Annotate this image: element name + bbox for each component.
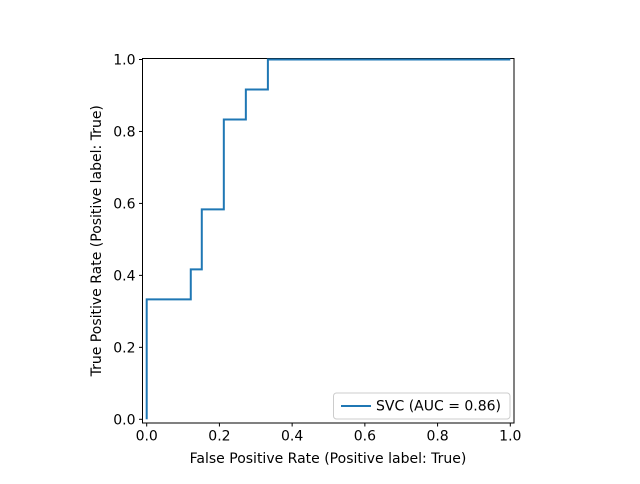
x-tick-label: 0.8	[426, 429, 448, 445]
x-tick-label: 1.0	[499, 429, 521, 445]
x-tick-label: 0.0	[136, 429, 158, 445]
x-tick-label: 0.6	[354, 429, 376, 445]
y-tick-label: 0.2	[113, 340, 135, 356]
x-tick-label: 0.2	[208, 429, 230, 445]
y-axis-label: True Positive Rate (Positive label: True…	[89, 105, 105, 377]
legend-box	[333, 392, 511, 420]
y-tick-label: 1.0	[113, 53, 135, 69]
roc-curve-line	[145, 58, 511, 420]
y-tick-label: 0.0	[113, 412, 135, 428]
x-axis-label: False Positive Rate (Positive label: Tru…	[190, 451, 467, 467]
x-tick-label: 0.4	[281, 429, 303, 445]
y-axis-ticks: 0.0 0.2 0.4 0.6 0.8 1.0	[113, 53, 143, 428]
legend: SVC (AUC = 0.86)	[333, 392, 511, 420]
y-tick-label: 0.8	[113, 124, 135, 140]
x-axis-ticks: 0.0 0.2 0.4 0.6 0.8 1.0	[136, 423, 521, 445]
y-tick-label: 0.4	[113, 268, 135, 284]
axes-frame	[142, 58, 515, 424]
y-tick-label: 0.6	[113, 196, 135, 212]
roc-curve-series	[145, 58, 511, 420]
legend-label: SVC (AUC = 0.86)	[376, 399, 501, 415]
